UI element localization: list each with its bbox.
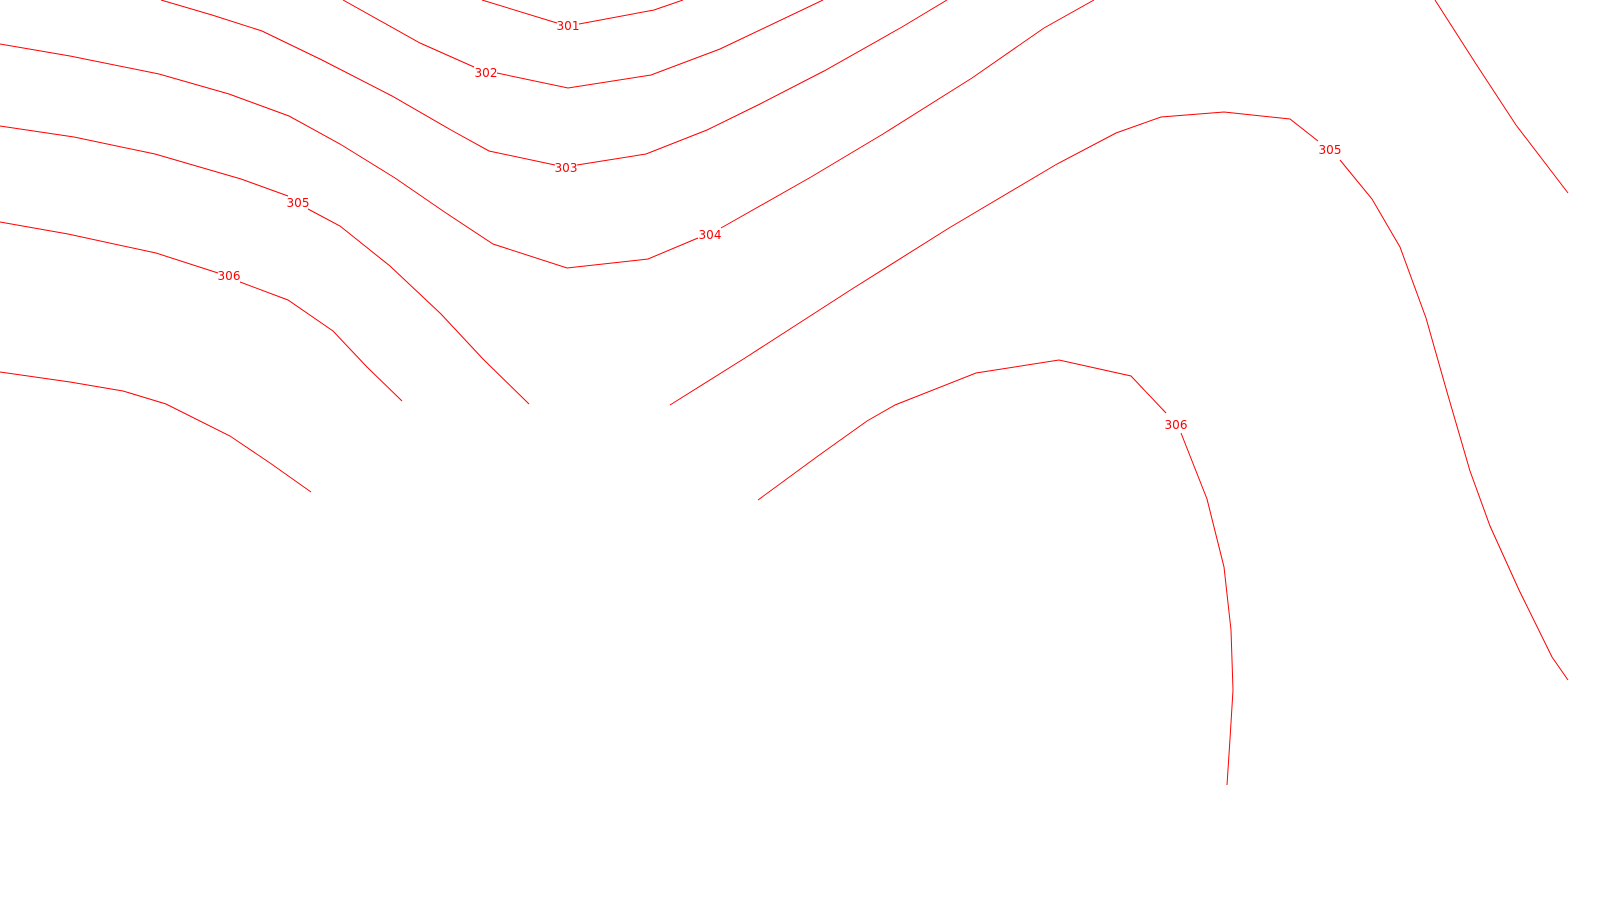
contour-line-301 xyxy=(481,0,684,25)
contour-label-306-right: 306 xyxy=(1165,418,1188,432)
contour-line-302 xyxy=(342,0,824,89)
contour-line-305-right xyxy=(669,111,1569,681)
contour-line-edge-right xyxy=(1434,0,1569,194)
contour-line-303 xyxy=(160,0,948,166)
contour-label-305-left: 305 xyxy=(287,196,310,210)
contour-label-304: 304 xyxy=(699,228,722,242)
contour-line-304 xyxy=(0,0,1095,269)
contour-line-lower-left xyxy=(0,371,312,493)
contour-line-305-left xyxy=(0,125,530,405)
contour-label-303: 303 xyxy=(555,161,578,175)
contour-label-301: 301 xyxy=(557,19,580,33)
contour-label-306-left: 306 xyxy=(218,269,241,283)
contour-label-305-right: 305 xyxy=(1319,143,1342,157)
contour-line-306-left xyxy=(0,221,403,402)
contour-label-302: 302 xyxy=(475,66,498,80)
contour-line-306-right xyxy=(757,359,1234,786)
